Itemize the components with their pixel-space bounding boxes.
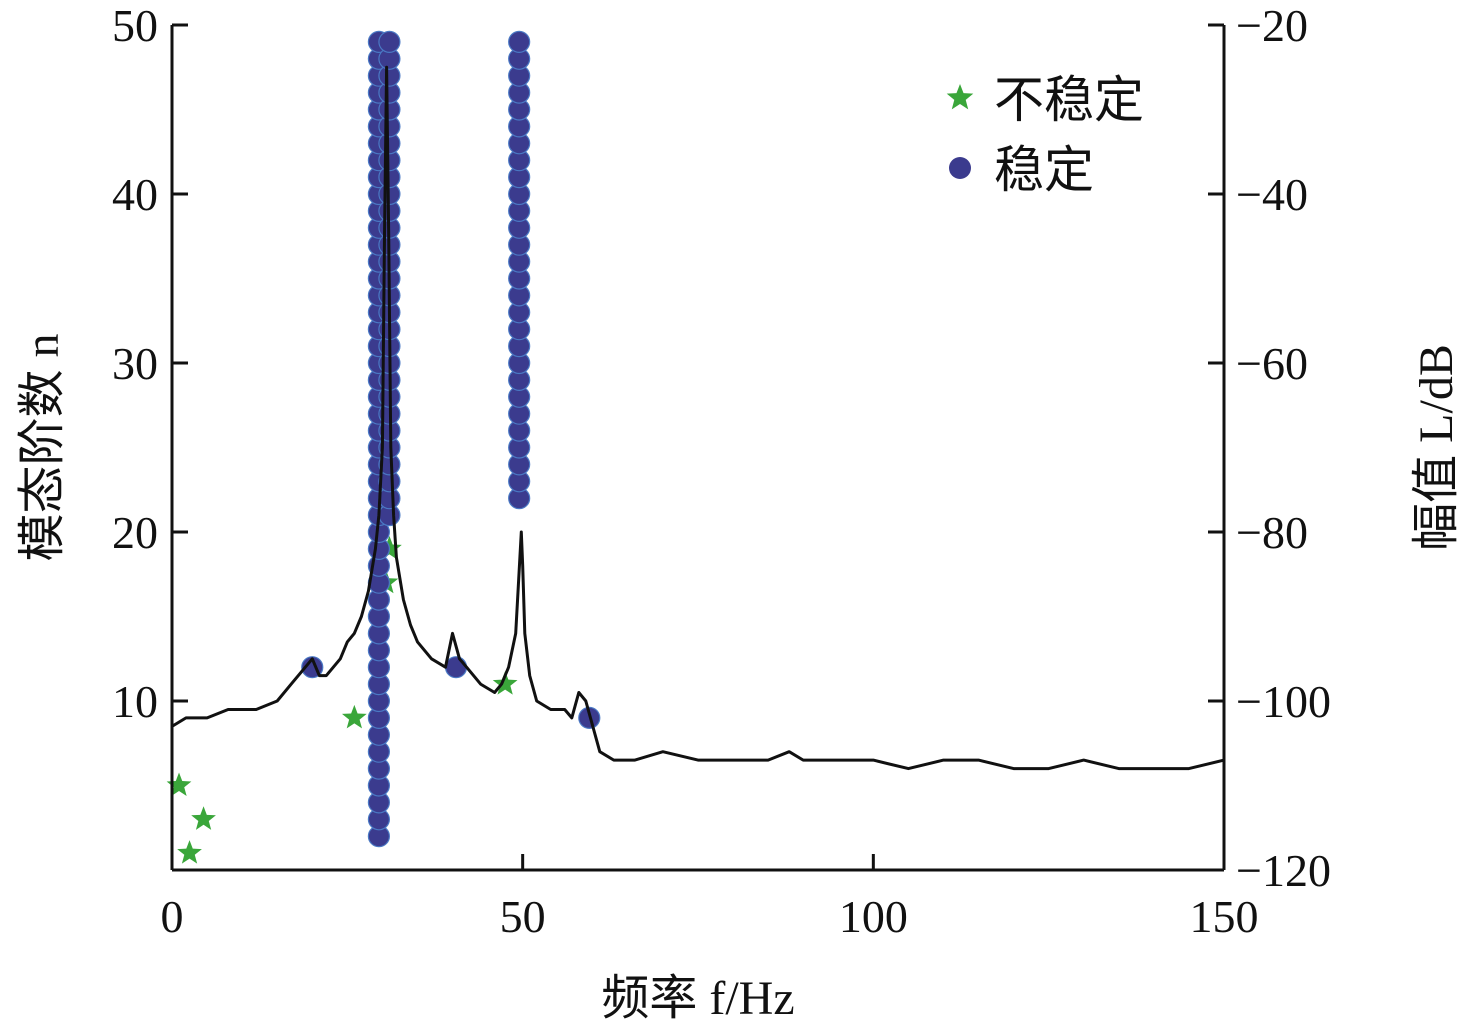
unstable-point xyxy=(166,772,192,797)
y-left-tick-label: 30 xyxy=(112,338,158,389)
unstable-point xyxy=(191,806,216,830)
y-right-tick-label: −120 xyxy=(1236,845,1331,896)
y-right-axis-title: 幅值 L/dB xyxy=(1410,344,1463,551)
legend-label: 稳定 xyxy=(994,141,1094,199)
unstable-point xyxy=(177,840,202,864)
x-tick-label: 150 xyxy=(1190,891,1259,942)
x-tick-label: 50 xyxy=(500,891,546,942)
y-right-tick-label: −100 xyxy=(1236,676,1331,727)
y-left-tick-label: 10 xyxy=(112,676,158,727)
y-right-tick-label: −80 xyxy=(1236,507,1308,558)
spectrum-line xyxy=(171,65,1225,771)
series-layer xyxy=(166,30,1225,864)
unstable-point xyxy=(341,704,367,729)
y-left-tick-label: 20 xyxy=(112,507,158,558)
y-left-axis-title: 模态阶数 n xyxy=(16,333,69,561)
unstable-point xyxy=(492,671,518,695)
y-right-tick-label: −20 xyxy=(1236,0,1308,51)
y-right-tick-label: −40 xyxy=(1236,169,1308,220)
y-right-tick-label: −60 xyxy=(1236,338,1308,389)
y-left-tick-label: 50 xyxy=(112,0,158,51)
axes-layer: 0 50 100 150 10 20 30 40 50 −120 −100 −80 −60 −40 −20 频… xyxy=(16,0,1463,1025)
x-axis-title: 频率 f/Hz xyxy=(601,972,794,1025)
stable-point xyxy=(378,30,401,54)
stable-point xyxy=(444,656,468,679)
y-left-tick-label: 40 xyxy=(112,169,158,220)
legend-circle-icon xyxy=(949,157,971,179)
x-tick-label: 100 xyxy=(839,891,908,942)
legend-star-icon xyxy=(946,84,974,110)
stable-point xyxy=(508,30,531,54)
legend-label: 不稳定 xyxy=(994,71,1144,129)
x-tick-label: 0 xyxy=(161,891,184,942)
